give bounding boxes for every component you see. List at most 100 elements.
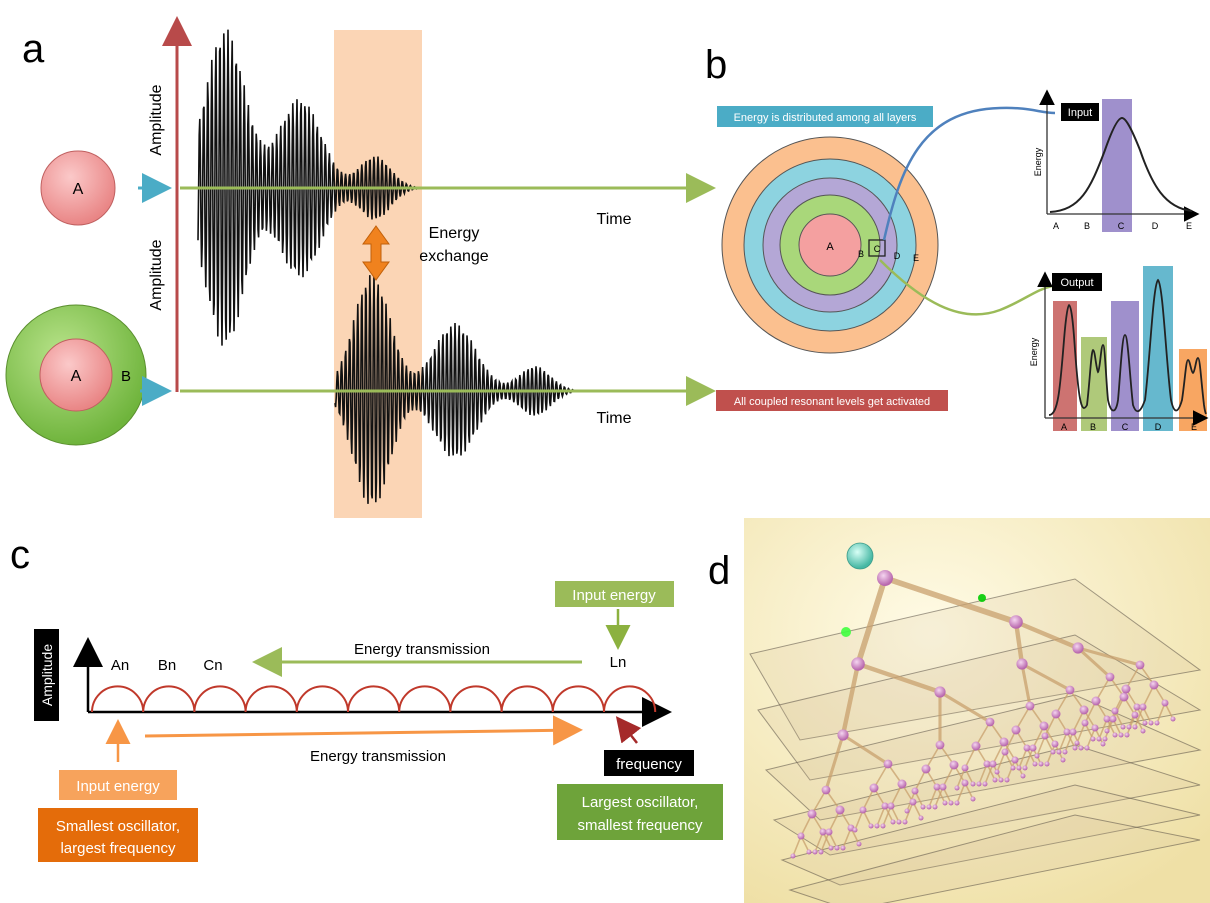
tree-node <box>1016 658 1028 670</box>
tree-branch <box>854 809 864 831</box>
tree-node <box>1079 705 1089 715</box>
tree-node <box>1023 744 1031 752</box>
output-plot-cat-b: B <box>1090 422 1096 432</box>
tree-branch <box>855 661 943 695</box>
tree-node <box>797 832 805 840</box>
panel-c-letter: c <box>10 533 30 577</box>
tree-branch <box>1095 676 1111 702</box>
tree-node <box>1029 744 1037 752</box>
tree-branch <box>814 831 824 853</box>
output-plot-cat-e: E <box>1191 422 1197 432</box>
tree-node <box>868 823 874 829</box>
tree-branch <box>1076 646 1112 679</box>
tree-branch <box>824 733 845 792</box>
tree-node <box>1126 724 1132 730</box>
frequency-label: frequency <box>616 756 682 773</box>
resonator-b-inner <box>39 338 113 412</box>
tree-branch <box>876 805 886 827</box>
output-connector <box>879 259 1053 316</box>
tree-branch <box>1104 718 1114 740</box>
largest-oscillator-line1: Largest oscillator, <box>582 794 699 811</box>
panel-d-letter: d <box>708 549 730 593</box>
distributed-label-box <box>717 106 933 127</box>
tree-branch <box>1036 735 1046 757</box>
output-plot-cat-d: D <box>1155 422 1162 432</box>
tree-branch <box>1018 747 1028 769</box>
tree-node <box>1041 732 1049 740</box>
activated-label: All coupled resonant levels get activate… <box>734 396 930 408</box>
tree-node <box>1124 732 1130 738</box>
tree-node <box>1118 732 1124 738</box>
energy-exchange-arrow <box>362 225 390 281</box>
tree-node <box>881 802 889 810</box>
panel-b: b Energy is distributed among all layers… <box>705 43 1209 432</box>
tree-node <box>989 760 997 768</box>
tree-node <box>1039 721 1049 731</box>
tree-node <box>992 777 998 783</box>
energy-transmission-arrow-bottom <box>144 715 583 746</box>
tree-branch <box>811 789 827 815</box>
output-plot-ylabel: Energy <box>1029 337 1039 366</box>
tree-node <box>948 800 954 806</box>
ring-a <box>798 213 862 277</box>
tree-node <box>1063 728 1071 736</box>
input-energy-bottom-box <box>59 770 177 800</box>
tree-node <box>1140 728 1146 734</box>
tree-branch <box>1064 731 1074 753</box>
tree-node <box>1072 642 1084 654</box>
tree-node <box>1001 748 1009 756</box>
tree-branch <box>855 575 888 667</box>
tree-node <box>1038 761 1044 767</box>
tree-node <box>1025 701 1035 711</box>
tree-branch <box>984 763 994 785</box>
smallest-oscillator-box <box>38 808 198 862</box>
input-energy-bottom-label: Input energy <box>76 778 160 795</box>
oscillator-arches <box>91 685 657 713</box>
tree-node <box>1069 728 1077 736</box>
input-plot-cat-c: C <box>1118 221 1125 231</box>
panel-a: a Amplitude Amplitude Time Time A A B En… <box>5 16 716 518</box>
tree-branch <box>956 782 966 804</box>
tree-node <box>1154 720 1160 726</box>
tree-branch <box>1015 705 1031 731</box>
tree-node <box>807 809 817 819</box>
tree-node <box>1104 728 1110 734</box>
tree-node <box>1100 741 1106 747</box>
tree-node <box>1149 680 1159 690</box>
tree-branch <box>1020 662 1032 708</box>
tree-branch <box>841 733 890 766</box>
panel-a-letter: a <box>22 27 45 71</box>
resonator-outer-label: B <box>121 368 131 385</box>
tree-node <box>970 796 976 802</box>
tree-branch <box>928 786 938 808</box>
oscillator-label-cn: Cn <box>203 657 222 674</box>
tree-node <box>1016 765 1022 771</box>
tree-node <box>1121 684 1131 694</box>
tree-node <box>918 815 924 821</box>
tree-branch <box>882 805 892 827</box>
energy-exchange-label-1: Energy <box>429 225 480 242</box>
tree-node <box>1170 716 1176 722</box>
tree-node <box>994 769 1000 775</box>
tree-node <box>902 819 908 825</box>
output-plot-title-box <box>1052 273 1102 291</box>
tree-node <box>859 806 867 814</box>
output-plot: Output Energy A B C D E <box>1029 266 1209 432</box>
tree-node <box>1010 765 1016 771</box>
tree-node <box>1074 740 1080 746</box>
oscillator-label-bn: Bn <box>158 657 176 674</box>
tree-node <box>1091 724 1099 732</box>
amplitude-label: Amplitude <box>39 644 55 706</box>
tree-node <box>1020 773 1026 779</box>
tree-node <box>887 802 895 810</box>
panel-d: d <box>708 518 1210 903</box>
tree-node <box>920 804 926 810</box>
tree-node <box>883 759 893 769</box>
largest-oscillator-box <box>557 784 723 840</box>
tree-node <box>935 740 945 750</box>
tree-node <box>1142 720 1148 726</box>
tree-node <box>1135 660 1145 670</box>
tree-node <box>821 785 831 795</box>
tree-node <box>1132 724 1138 730</box>
